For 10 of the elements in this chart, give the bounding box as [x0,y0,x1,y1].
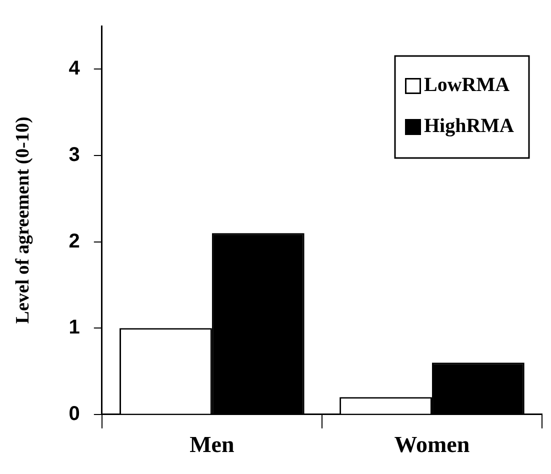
legend-label: LowRMA [424,74,510,96]
y-axis-title: Level of agreement (0-10) [12,116,34,324]
y-tick-label: 2 [68,230,80,252]
y-tick-label: 3 [68,144,80,166]
x-tick-label: Women [394,432,470,458]
y-tick-label: 4 [68,58,81,80]
y-tick-label: 1 [68,316,80,339]
y-tick-label: 0 [68,402,80,425]
legend-label: HighRMA [424,115,515,138]
x-tick-label: Men [190,432,234,458]
